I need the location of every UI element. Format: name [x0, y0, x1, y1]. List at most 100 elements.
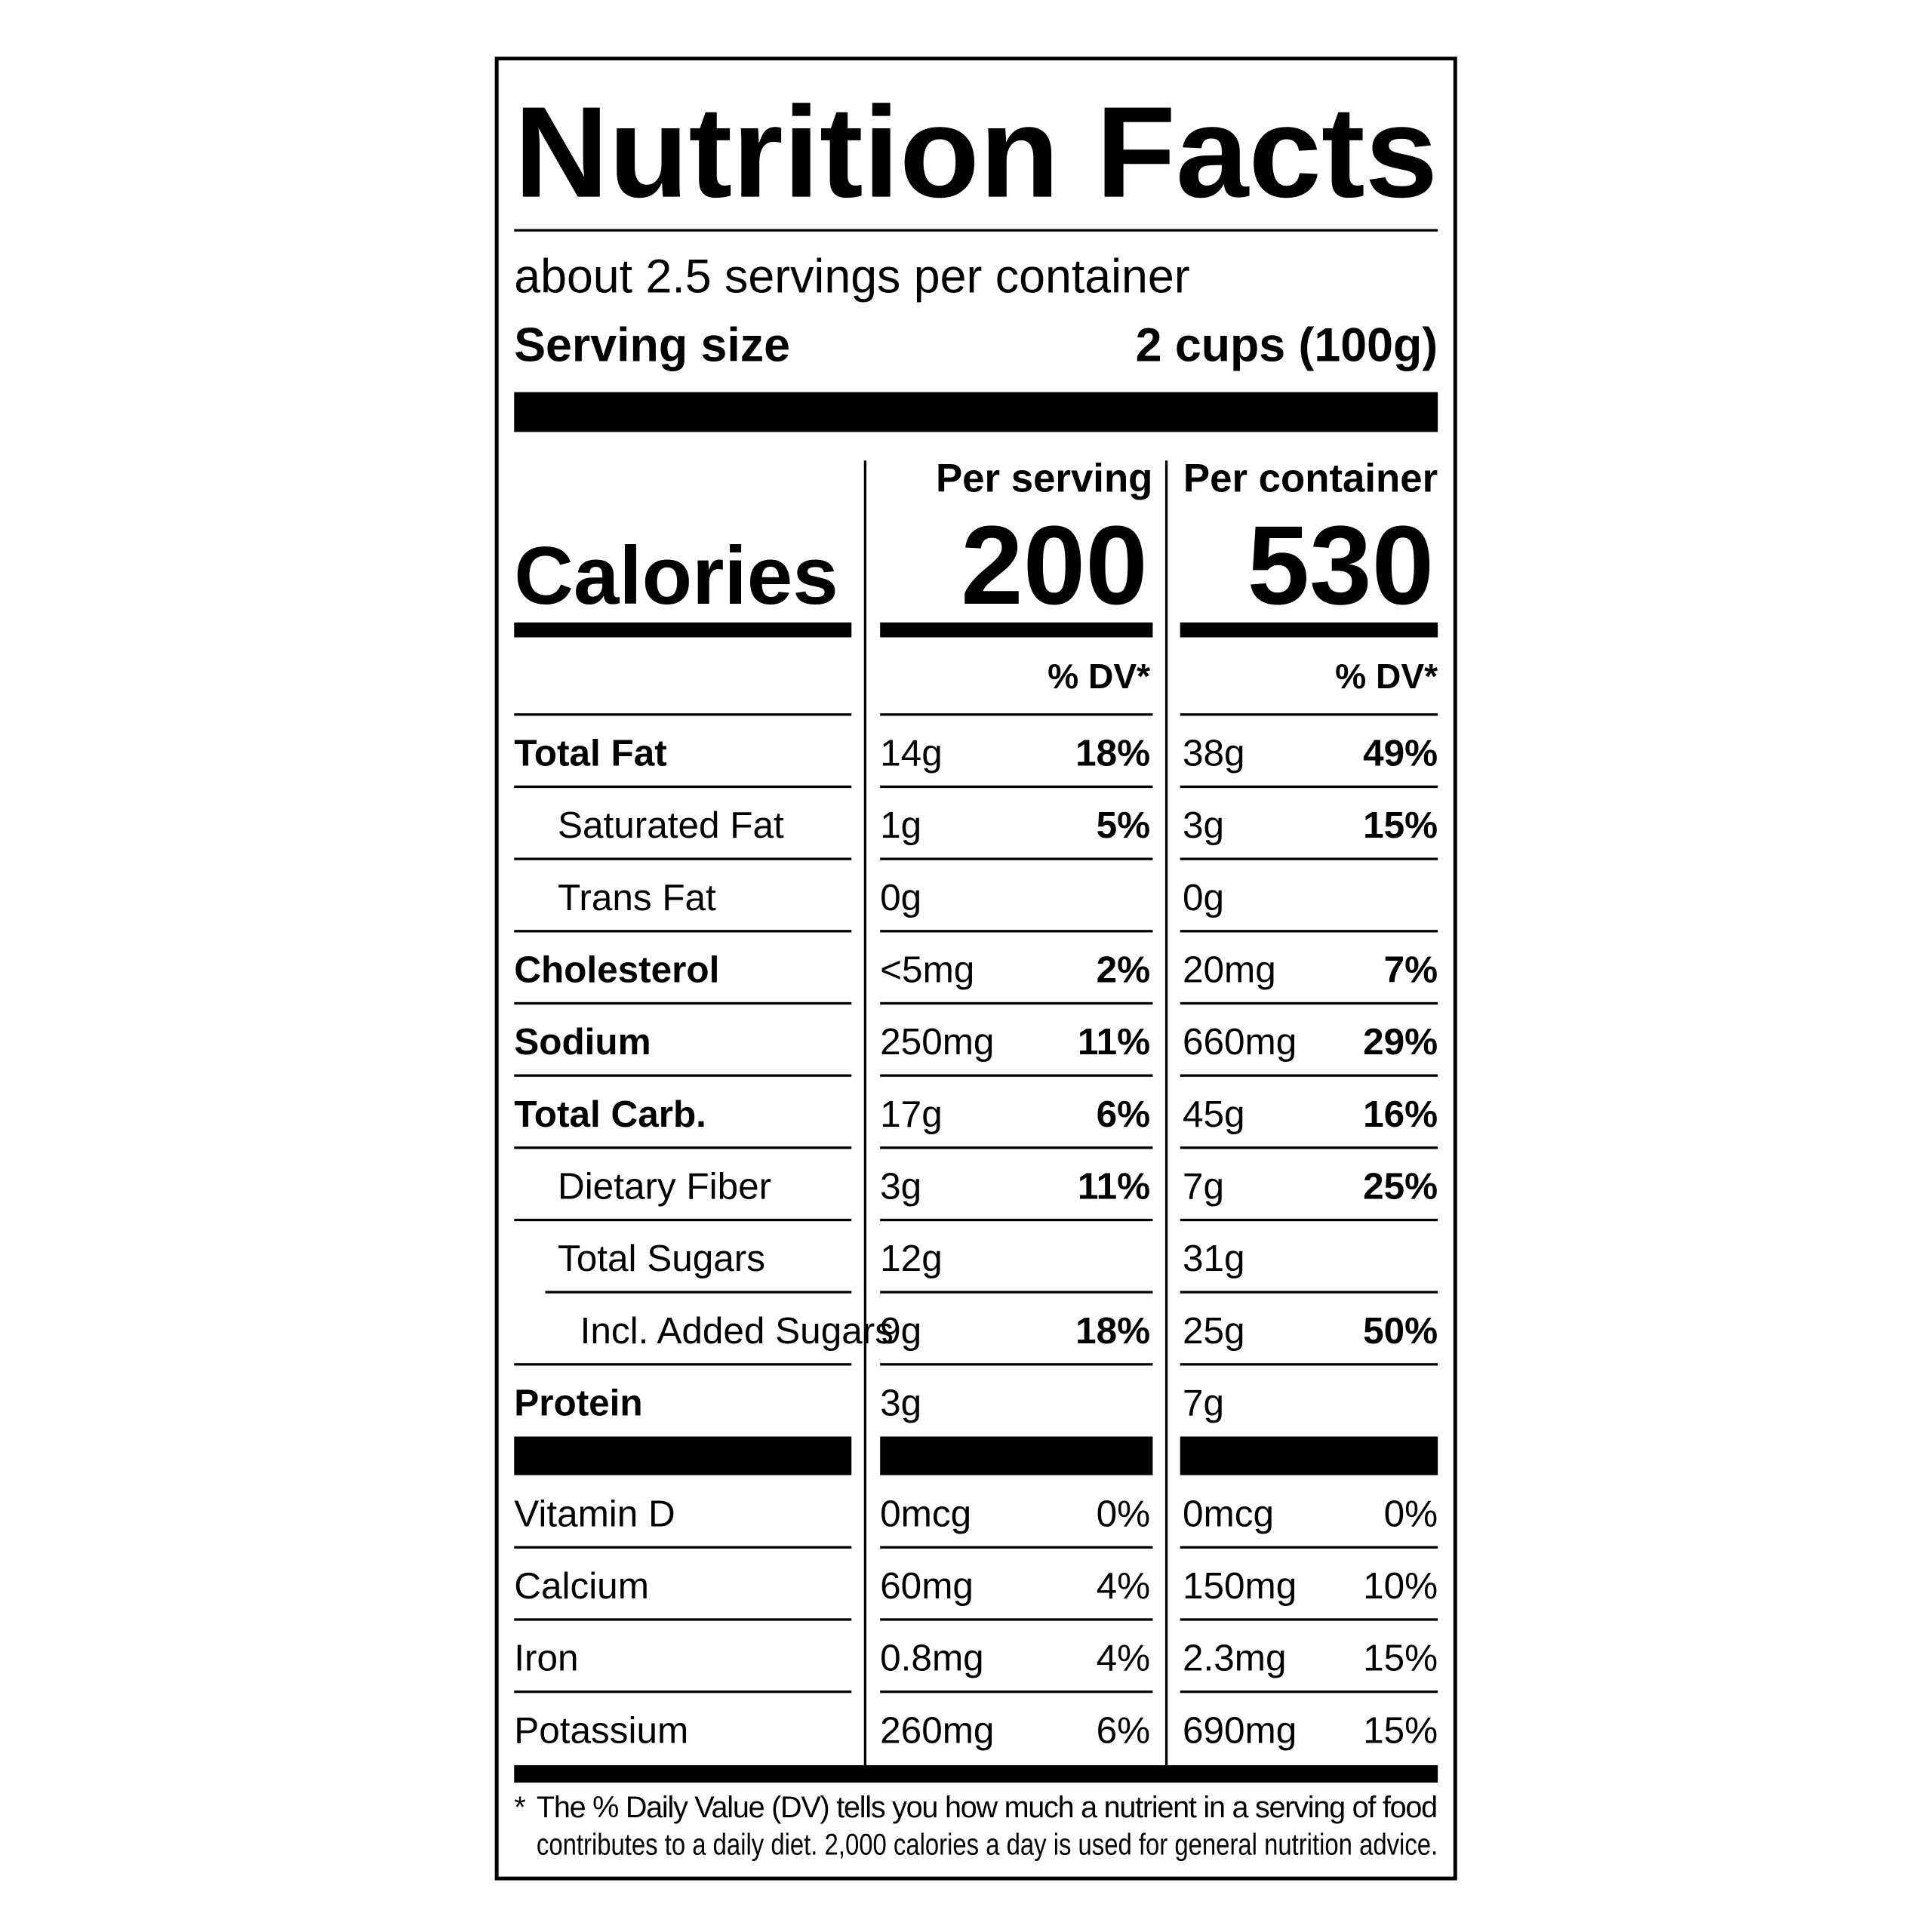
daily-value: 29% [1363, 1021, 1438, 1063]
amount: 25g [1183, 1310, 1245, 1352]
daily-value: 6% [1097, 1094, 1151, 1135]
thick-bar [1180, 1436, 1438, 1475]
nutrient-name: Total Sugars [558, 1238, 765, 1279]
amount: 45g [1183, 1094, 1245, 1135]
row-rule [880, 785, 1153, 789]
nutrient-name: Potassium [514, 1709, 688, 1751]
row-rule [514, 1146, 852, 1149]
dv-header: % DV* [1335, 657, 1438, 696]
amount: 1g [880, 804, 921, 846]
row-rule [880, 1690, 1153, 1694]
row-rule [880, 930, 1153, 933]
row-rule [880, 1001, 1153, 1005]
nutrient-name: Calcium [514, 1565, 649, 1607]
calories-value: 200 [961, 503, 1148, 628]
daily-value: 49% [1363, 732, 1438, 774]
nutrient-name: Protein [514, 1382, 642, 1423]
row-rule [514, 1218, 852, 1222]
amount: 0g [1183, 877, 1224, 918]
nutrient-name: Saturated Fat [558, 804, 784, 846]
row-rule [1180, 1546, 1438, 1549]
row-rule [514, 1001, 852, 1005]
daily-value: 16% [1363, 1094, 1438, 1135]
amount: 60mg [880, 1565, 974, 1607]
servings: about 2.5 servings per container [514, 251, 1189, 303]
row-rule [514, 930, 852, 933]
row-rule [514, 1363, 852, 1366]
thick-bar [514, 1436, 852, 1475]
row-rule [880, 1546, 1153, 1549]
column-divider [1164, 460, 1168, 1765]
row-rule [880, 1146, 1153, 1149]
row-rule [514, 1618, 852, 1621]
amount: 150mg [1183, 1565, 1297, 1607]
thick-bar [880, 1436, 1153, 1475]
amount: 2.3mg [1183, 1638, 1287, 1679]
nutrient-name: Vitamin D [514, 1493, 675, 1534]
daily-value: 2% [1097, 949, 1151, 990]
amount: 0.8mg [880, 1638, 984, 1679]
amount: 3g [880, 1165, 921, 1207]
row-rule [1180, 713, 1438, 716]
row-rule [514, 1546, 852, 1549]
row-rule [514, 857, 852, 860]
daily-value: 15% [1363, 1638, 1438, 1679]
daily-value: 18% [1075, 1310, 1150, 1352]
border [494, 57, 1457, 1881]
bar [1180, 622, 1438, 638]
daily-value: 7% [1384, 949, 1438, 990]
daily-value: 4% [1097, 1565, 1151, 1607]
daily-value: 0% [1384, 1493, 1438, 1534]
row-rule [1180, 1618, 1438, 1621]
dv-header: % DV* [1048, 657, 1150, 696]
nutrient-name: Cholesterol [514, 949, 719, 990]
amount: 690mg [1183, 1709, 1297, 1751]
daily-value: 6% [1097, 1709, 1151, 1751]
row-rule [880, 713, 1153, 716]
row-rule [880, 1218, 1153, 1222]
nutrient-name: Iron [514, 1638, 578, 1679]
row-rule [880, 857, 1153, 860]
amount: 0mcg [880, 1493, 971, 1534]
daily-value: 5% [1097, 804, 1151, 846]
nutrient-name: Trans Fat [558, 877, 716, 918]
amount: 7g [1183, 1165, 1224, 1207]
amount: 7g [1183, 1382, 1224, 1423]
nutrient-name: Dietary Fiber [558, 1165, 771, 1207]
amount: 31g [1183, 1238, 1245, 1279]
daily-value: 0% [1097, 1493, 1151, 1534]
footnote: contributes to a daily diet. 2,000 calor… [537, 1829, 1438, 1862]
amount: 14g [880, 732, 943, 774]
row-rule [880, 1074, 1153, 1077]
amount: 12g [880, 1238, 943, 1279]
nutrient-name: Sodium [514, 1021, 651, 1063]
amount: 3g [880, 1382, 921, 1423]
column-divider [863, 460, 867, 1765]
footnote: The % Daily Value (DV) tells you how muc… [537, 1791, 1438, 1824]
amount: 38g [1183, 732, 1245, 774]
amount: 3g [1183, 804, 1224, 846]
daily-value: 25% [1363, 1165, 1438, 1207]
calories-value: 530 [1247, 503, 1435, 628]
serving-size: 2 cups (100g) [1136, 318, 1438, 371]
thick-bar [514, 1764, 1438, 1783]
daily-value: 18% [1075, 732, 1150, 774]
daily-value: 11% [1078, 1021, 1150, 1063]
row-rule [880, 1618, 1153, 1621]
amount: 20mg [1183, 949, 1276, 990]
nutrient-name: Incl. Added Sugars [580, 1310, 894, 1352]
row-rule [1180, 1001, 1438, 1005]
daily-value: 11% [1078, 1165, 1150, 1207]
bar [880, 622, 1153, 638]
row-rule [514, 1690, 852, 1694]
column-header: Per container [1183, 457, 1438, 501]
row-rule [1180, 785, 1438, 789]
amount: 17g [880, 1094, 943, 1135]
row-rule [1180, 930, 1438, 933]
row-rule [1180, 857, 1438, 860]
daily-value: 50% [1363, 1310, 1438, 1352]
amount: 9g [880, 1310, 921, 1352]
